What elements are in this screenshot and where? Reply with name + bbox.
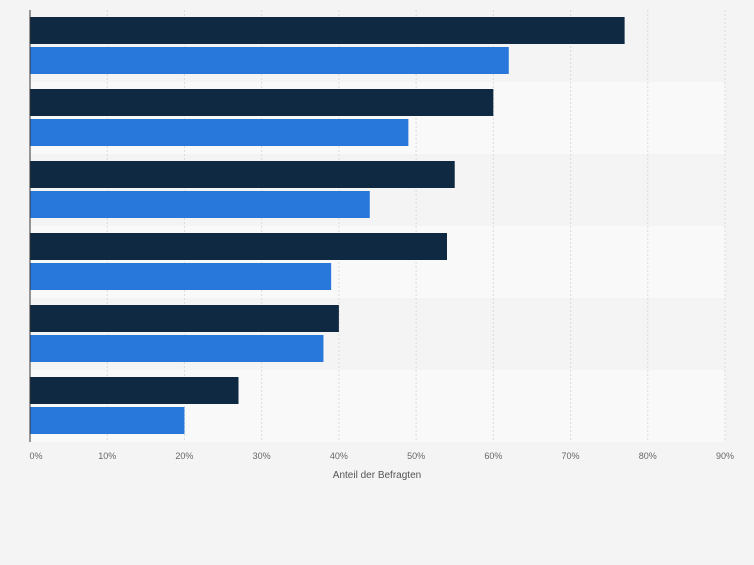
x-tick-label: 0% [29, 451, 42, 461]
x-tick-labels: 0% 10% 20% 30% 40% 50% 60% 70% 80% 90% [29, 451, 734, 461]
bar-series-1 [30, 233, 447, 260]
x-tick-label: 70% [562, 451, 580, 461]
x-tick-label: 80% [639, 451, 657, 461]
bar-series-1 [30, 17, 625, 44]
x-tick-label: 30% [253, 451, 271, 461]
x-tick-label: 40% [330, 451, 348, 461]
x-tick-label: 90% [716, 451, 734, 461]
bars [30, 17, 625, 434]
bar-series-1 [30, 377, 239, 404]
bar-series-1 [30, 161, 455, 188]
bar-series-2 [30, 263, 332, 290]
bar-series-2 [30, 191, 370, 218]
x-tick-label: 10% [98, 451, 116, 461]
x-tick-label: 60% [484, 451, 502, 461]
bar-series-1 [30, 305, 339, 332]
bar-series-1 [30, 89, 494, 116]
x-axis-label: Anteil der Befragten [333, 470, 421, 481]
bar-series-2 [30, 47, 509, 74]
gridlines [106, 10, 726, 442]
bar-series-2 [30, 335, 324, 362]
x-tick-label: 20% [175, 451, 193, 461]
bar-series-2 [30, 119, 409, 146]
bar-series-2 [30, 407, 185, 434]
x-tick-label: 50% [407, 451, 425, 461]
